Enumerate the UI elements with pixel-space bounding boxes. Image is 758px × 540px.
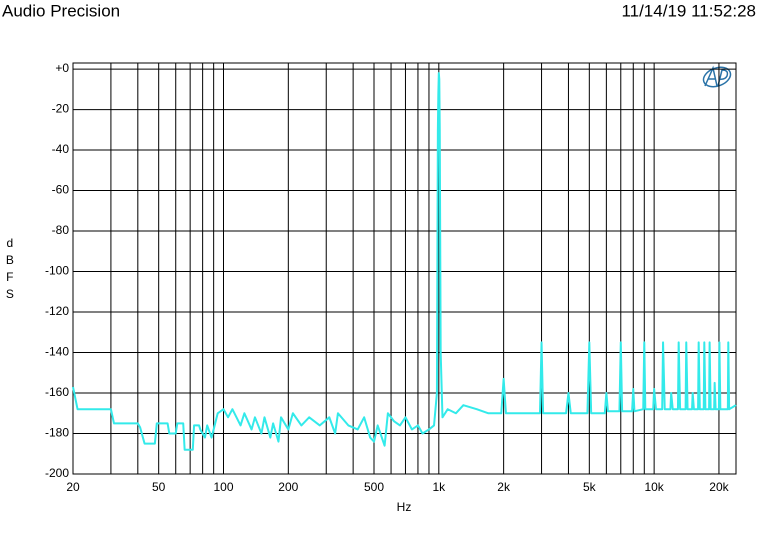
x-tick-label: 100 — [213, 480, 233, 494]
y-tick-label: -80 — [52, 223, 70, 237]
y-tick-label: -180 — [45, 426, 69, 440]
x-tick-label: 2k — [497, 480, 511, 494]
y-tick-label: -100 — [45, 264, 69, 278]
x-tick-label: 20k — [709, 480, 729, 494]
y-tick-label: -160 — [45, 385, 69, 399]
y-tick-label: -60 — [52, 183, 70, 197]
x-axis-label: Hz — [397, 500, 412, 514]
x-tick-label: 1k — [432, 480, 446, 494]
y-tick-label: -200 — [45, 466, 69, 480]
y-tick-label: -120 — [45, 304, 69, 318]
x-tick-label: 5k — [583, 480, 597, 494]
y-axis-label: dBFS — [3, 236, 17, 304]
y-tick-label: +0 — [55, 61, 69, 75]
y-tick-label: -140 — [45, 345, 69, 359]
chart-title: Audio Precision — [2, 1, 120, 20]
x-tick-label: 20 — [66, 480, 80, 494]
spectrum-line — [72, 72, 737, 451]
plot-frame — [72, 62, 737, 475]
y-tick-label: -40 — [52, 142, 70, 156]
logo — [702, 65, 732, 88]
y-tick-label: -20 — [52, 102, 70, 116]
x-tick-label: 50 — [152, 480, 166, 494]
x-tick-label: 10k — [644, 480, 664, 494]
x-tick-label: 500 — [364, 480, 384, 494]
timestamp: 11/14/19 11:52:28 — [621, 1, 756, 20]
x-tick-label: 200 — [278, 480, 298, 494]
